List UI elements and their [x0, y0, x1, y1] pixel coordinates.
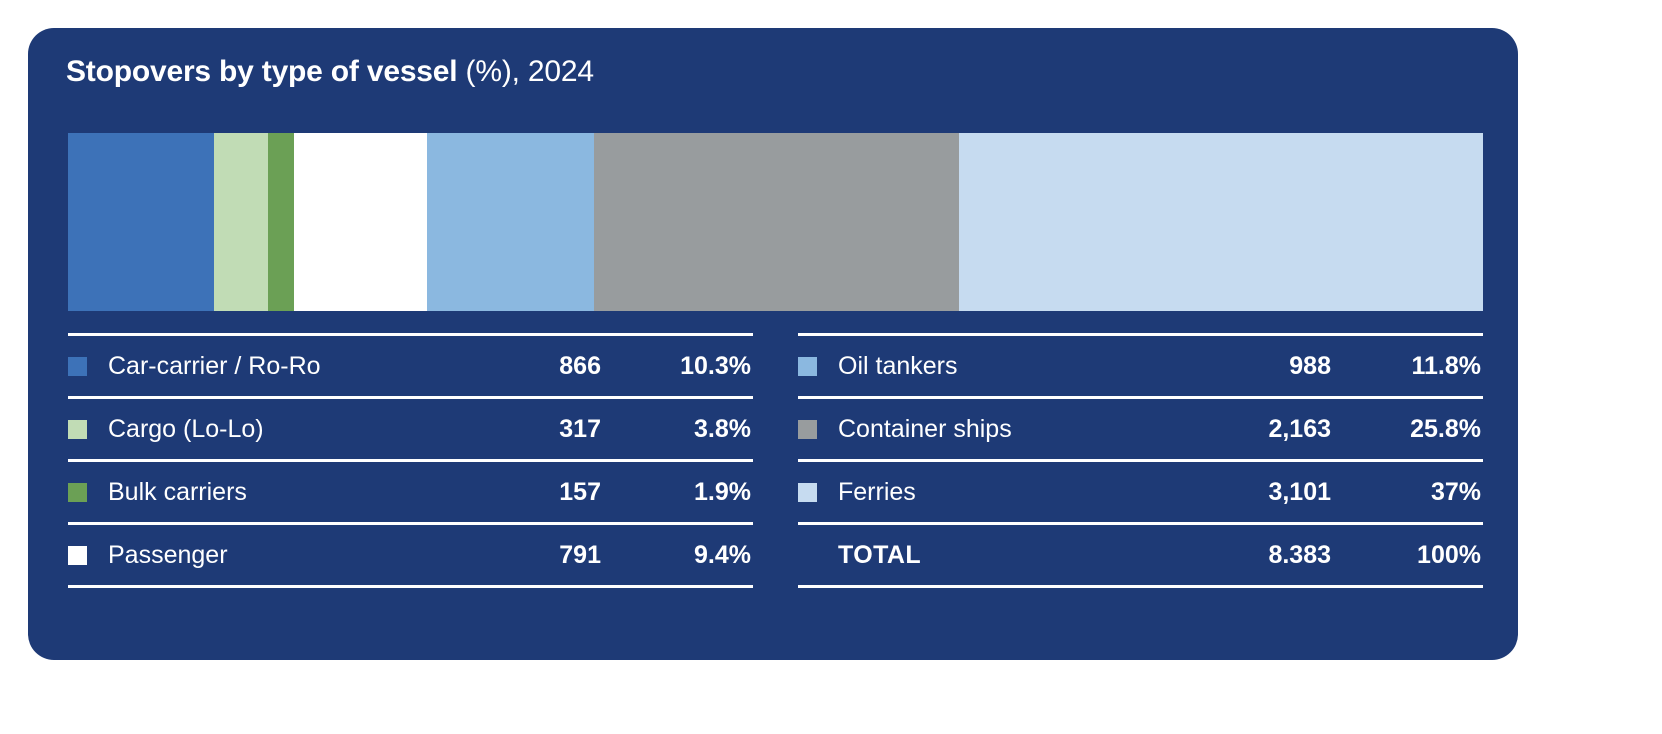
- stopover-count-value: 317: [559, 414, 601, 443]
- legend-color-swatch-icon: [798, 482, 817, 502]
- page-title-strong: Stopovers by type of vessel: [66, 55, 458, 88]
- bar-segment: [213, 133, 268, 311]
- legend-swatch-cell: [798, 419, 838, 439]
- legend-color-swatch-icon: [68, 419, 87, 439]
- legend-color-swatch-icon: [68, 482, 87, 502]
- legend-table-right: Oil tankers 988 11.8% Container ships 2,163 2…: [798, 333, 1483, 588]
- table-row: Container ships 2,163 25.8%: [798, 399, 1483, 462]
- stopover-count-value: 866: [559, 351, 601, 380]
- legend-table-left: Car-carrier / Ro-Ro 866 10.3% Cargo (Lo-Lo)…: [68, 333, 753, 588]
- stopover-percent-value: 1.9%: [694, 477, 751, 506]
- stopover-count-value: 2,163: [1268, 414, 1331, 443]
- vessel-type-label: Car-carrier / Ro-Ro: [108, 351, 321, 380]
- bar-segment: [68, 133, 214, 311]
- stopovers-chart-card: Stopovers by type of vessel (%), 2024 Ca…: [28, 28, 1518, 660]
- page-title-light: (%), 2024: [457, 55, 594, 88]
- stopover-count-value: 3,101: [1268, 477, 1331, 506]
- vessel-type-label: Oil tankers: [838, 351, 958, 380]
- stopover-percent-value: 25.8%: [1410, 414, 1481, 443]
- legend-swatch-cell: [68, 356, 108, 376]
- bar-segment: [294, 133, 428, 311]
- legend-swatch-cell: [798, 482, 838, 502]
- stacked-bar-chart: [68, 133, 1483, 311]
- legend-color-swatch-icon: [68, 545, 87, 565]
- table-row: Cargo (Lo-Lo) 317 3.8%: [68, 399, 753, 462]
- legend-swatch-cell: [798, 356, 838, 376]
- vessel-type-label: Bulk carriers: [108, 477, 247, 506]
- bar-segment: [267, 133, 295, 311]
- vessel-type-label: Cargo (Lo-Lo): [108, 414, 264, 443]
- bar-segment: [594, 133, 960, 311]
- table-row-total: TOTAL 8.383 100%: [798, 525, 1483, 588]
- vessel-type-label: Container ships: [838, 414, 1012, 443]
- stopover-count-value: 157: [559, 477, 601, 506]
- legend-swatch-cell: [68, 482, 108, 502]
- legend-color-swatch-icon: [798, 419, 817, 439]
- table-row: Ferries 3,101 37%: [798, 462, 1483, 525]
- legend-color-swatch-icon: [68, 356, 87, 376]
- stopover-count-value: 791: [559, 540, 601, 569]
- stopover-percent-value: 3.8%: [694, 414, 751, 443]
- stopover-count-value: 8.383: [1268, 540, 1331, 569]
- bar-segment: [959, 133, 1483, 311]
- legend-color-swatch-icon: [798, 356, 817, 376]
- vessel-type-label: Passenger: [108, 540, 228, 569]
- table-row: Car-carrier / Ro-Ro 866 10.3%: [68, 336, 753, 399]
- legend-tables: Car-carrier / Ro-Ro 866 10.3% Cargo (Lo-Lo)…: [68, 333, 1483, 588]
- stopover-percent-value: 11.8%: [1411, 351, 1481, 380]
- stopover-count-value: 988: [1289, 351, 1331, 380]
- stopover-percent-value: 10.3%: [680, 351, 751, 380]
- vessel-type-label: TOTAL: [838, 540, 922, 569]
- table-row: Bulk carriers 157 1.9%: [68, 462, 753, 525]
- bar-segment: [427, 133, 595, 311]
- table-row: Passenger 791 9.4%: [68, 525, 753, 588]
- legend-swatch-cell: [68, 419, 108, 439]
- legend-swatch-cell: [68, 545, 108, 565]
- stopover-percent-value: 100%: [1417, 540, 1481, 569]
- table-row: Oil tankers 988 11.8%: [798, 336, 1483, 399]
- stopover-percent-value: 37%: [1430, 477, 1481, 506]
- vessel-type-label: Ferries: [838, 477, 916, 506]
- page-title: Stopovers by type of vessel (%), 2024: [66, 55, 594, 89]
- stopover-percent-value: 9.4%: [694, 540, 751, 569]
